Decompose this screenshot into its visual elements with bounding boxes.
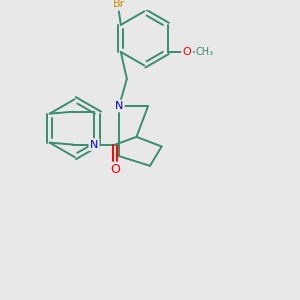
Text: CH₃: CH₃ (195, 47, 213, 57)
Text: Br: Br (113, 0, 125, 9)
Text: O: O (110, 163, 120, 176)
Text: O: O (183, 47, 191, 57)
Text: N: N (90, 140, 98, 150)
Text: N: N (115, 101, 123, 111)
